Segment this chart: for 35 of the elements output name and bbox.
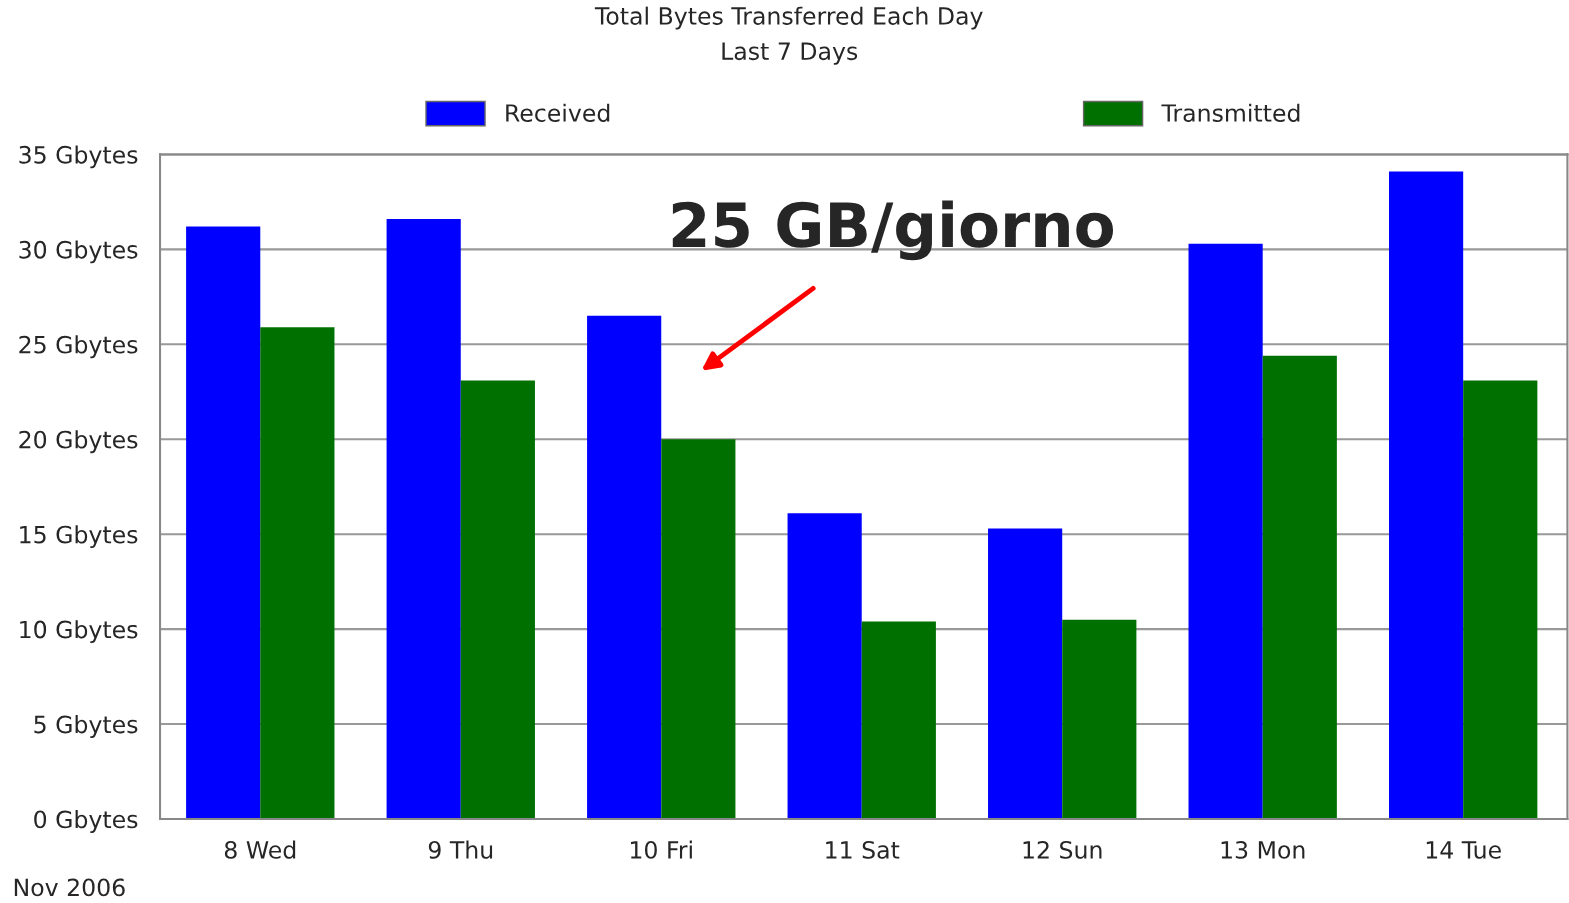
bar <box>460 380 535 820</box>
bar <box>988 528 1063 820</box>
text: Nov 2006 <box>14 878 125 897</box>
y-tick-label: 25 Gbytes <box>19 335 138 359</box>
bar <box>661 439 736 820</box>
y-tick-label: 35 Gbytes <box>19 145 138 169</box>
y-tick-label: 0 Gbytes <box>34 810 138 833</box>
legend-label: Received <box>506 103 610 122</box>
x-tick-label: 12 Sun <box>1023 840 1102 859</box>
bar <box>1389 171 1464 820</box>
bar <box>1062 619 1137 820</box>
y-tick-label: 5 Gbytes <box>34 715 138 738</box>
legend-label: Transmitted <box>1161 103 1300 122</box>
x-tick-label: 8 Wed <box>224 840 296 859</box>
bar <box>1463 380 1538 820</box>
bar <box>861 621 936 820</box>
chart-title: Total Bytes Transferred Each Day <box>594 6 983 30</box>
y-tick-label: 15 Gbytes <box>20 525 138 549</box>
chart-subtitle: Last 7 Days <box>722 42 858 65</box>
annotation: 25 GB/giorno <box>672 200 1114 261</box>
y-tick-label: 10 Gbytes <box>20 620 138 644</box>
y-tick-label: 20 Gbytes <box>19 430 138 454</box>
y-tick-label: 30 Gbytes <box>19 240 138 264</box>
bar <box>1262 355 1337 820</box>
bar <box>260 327 335 820</box>
x-tick-label: 13 Mon <box>1221 840 1305 859</box>
bar <box>587 315 662 820</box>
x-tick-label: 10 Fri <box>631 840 692 859</box>
x-tick-label: 11 Sat <box>826 840 900 859</box>
bar <box>186 226 261 820</box>
x-tick-label: 9 Thu <box>428 840 493 859</box>
bar <box>787 513 862 820</box>
x-tick-label: 14 Tue <box>1426 841 1501 859</box>
bar <box>386 218 461 820</box>
bar <box>1188 243 1263 820</box>
